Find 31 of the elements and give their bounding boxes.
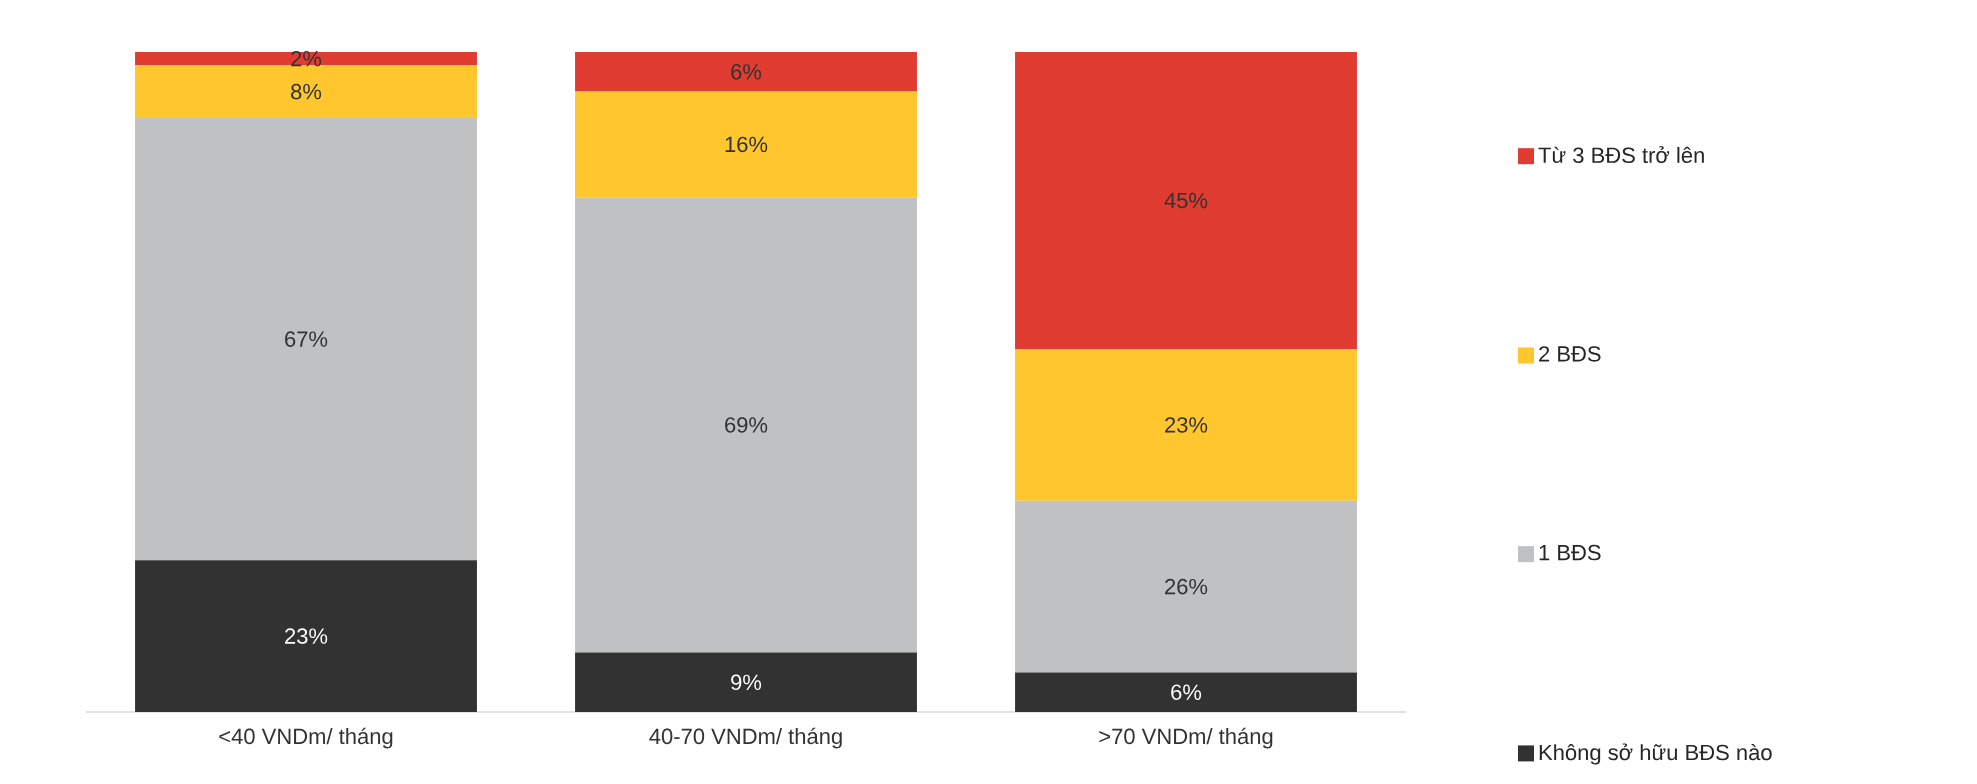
bar [1015, 349, 1357, 501]
data-label: 23% [1165, 417, 1208, 433]
bar [135, 560, 477, 712]
bar [575, 652, 917, 712]
bar [1015, 500, 1357, 673]
data-label: 69% [725, 417, 768, 433]
data-label: 8% [291, 83, 322, 100]
legend-label: 2 BĐS [1539, 346, 1601, 362]
bar [135, 118, 477, 561]
bar [135, 65, 477, 118]
data-label: 9% [731, 674, 762, 691]
bar [135, 52, 477, 66]
data-label: 6% [1171, 684, 1202, 700]
bar [1015, 52, 1357, 349]
data-label: 16% [725, 136, 768, 153]
data-label: 23% [285, 628, 328, 644]
data-label: 45% [1164, 192, 1208, 209]
bar [575, 197, 917, 653]
bar [1015, 672, 1357, 712]
bar [575, 52, 917, 92]
x-tick-label: >70 VNDm/ tháng [1099, 727, 1273, 749]
x-tick-label: <40 VNDm/ tháng [219, 727, 393, 749]
data-label: 2% [291, 50, 322, 67]
legend-label: Không sở hữu BĐS nào [1539, 743, 1772, 765]
legend-label: Từ 3 BĐS trở lên [1538, 146, 1704, 164]
x-tick-label: 40-70 VNDm/ tháng [649, 727, 842, 749]
legend-label: 1 BĐS [1539, 544, 1601, 561]
bar [575, 91, 917, 198]
data-label: 67% [285, 331, 328, 347]
data-label: 6% [731, 64, 762, 80]
data-label: 26% [1165, 578, 1208, 595]
